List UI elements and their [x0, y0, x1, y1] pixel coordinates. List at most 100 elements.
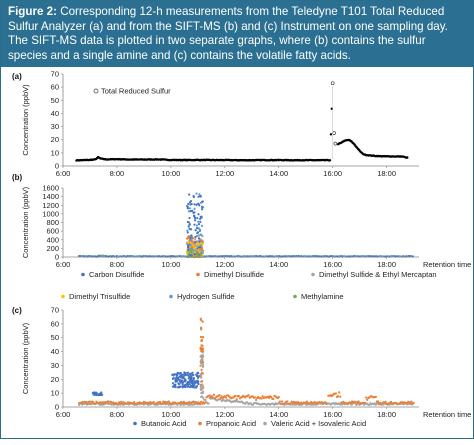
propanoic-acid-point [354, 400, 357, 404]
carbon-disulfide-point [199, 215, 202, 218]
propanoic-acid-point [272, 397, 275, 400]
y-tick-label: 0 [55, 162, 59, 171]
carbon-disulfide-point [194, 241, 197, 244]
carbon-disulfide-point [188, 193, 191, 196]
butanoic-acid-point [185, 382, 189, 385]
y-tick-label: 20 [51, 375, 59, 384]
propanoic-acid-point [336, 395, 340, 398]
y-tick-label: 60 [51, 83, 59, 92]
valeric-isovaleric-acid-point [201, 351, 204, 354]
propanoic-acid-point [235, 398, 238, 401]
butanoic-acid-point [177, 382, 180, 385]
butanoic-acid-point [187, 377, 190, 380]
propanoic-acid-point [199, 364, 202, 367]
butanoic-acid-point [177, 386, 180, 389]
hydrogen-sulfide-point [193, 207, 196, 211]
carbon-disulfide-point [199, 195, 202, 198]
x-tick-label: 6:00 [56, 169, 71, 178]
carbon-disulfide-point [196, 231, 200, 234]
propanoic-acid-point [198, 402, 202, 405]
butanoic-acid-point [189, 372, 192, 376]
propanoic-acid-point [338, 391, 341, 394]
carbon-disulfide-point [197, 195, 200, 198]
legend-marker [263, 421, 267, 426]
methylamine-point [200, 252, 203, 255]
legend-label: Dimethyl Disulfide [204, 270, 264, 279]
carbon-disulfide-point [188, 223, 191, 226]
y-tick-label: 1200 [42, 201, 59, 210]
legend-marker [293, 294, 297, 299]
carbon-disulfide-point [199, 220, 202, 224]
carbon-disulfide-point [193, 203, 196, 206]
carbon-disulfide-point [198, 240, 201, 243]
dimethyl-disulfide-point [192, 237, 195, 240]
propanoic-acid-point [310, 401, 313, 404]
charts-svg: Total Reduced Sulfur 0 10 20 30 40 50 60 70 6:00 8… [12, 70, 471, 429]
valeric-isovaleric-acid-point [199, 374, 203, 377]
propanoic-acid-point [277, 396, 280, 399]
y-tick-label: 1600 [42, 184, 59, 193]
legend-marker [81, 272, 85, 277]
propanoic-acid-point [200, 368, 203, 372]
trs-point [406, 156, 409, 159]
carbon-disulfide-point [186, 207, 189, 210]
butanoic-acid-point [180, 373, 183, 377]
propanoic-acid-point [410, 400, 413, 403]
propanoic-acid-point [220, 395, 223, 398]
carbon-disulfide-point [186, 205, 189, 208]
y-tick-label: 70 [51, 70, 59, 79]
carbon-disulfide-point [186, 245, 190, 248]
propanoic-acid-point [253, 396, 257, 399]
propanoic-acid-point [107, 400, 110, 403]
hydrogen-sulfide-point [199, 201, 203, 204]
propanoic-acid-point [221, 397, 224, 400]
valeric-isovaleric-acid-point [200, 359, 203, 362]
dimethyl-trisulfide-point [201, 242, 204, 245]
butanoic-acid-point [180, 381, 184, 384]
propanoic-acid-point [365, 396, 368, 399]
butanoic-acid-point [192, 374, 195, 377]
x-tick-label: 16:00 [323, 169, 342, 178]
valeric-isovaleric-acid-point [199, 361, 202, 364]
propanoic-acid-point [201, 380, 204, 383]
carbon-disulfide-point [193, 253, 197, 256]
y-tick-label: 1000 [42, 209, 59, 218]
hydrogen-sulfide-point [198, 228, 202, 231]
butanoic-acid-point [172, 377, 175, 380]
dimethyl-sulfide-ethyl-mercaptan-point [194, 244, 197, 247]
dimethyl-sulfide-ethyl-mercaptan-point [198, 249, 202, 252]
propanoic-acid-point [120, 400, 123, 403]
propanoic-acid-point [270, 396, 273, 399]
trs-point [330, 81, 335, 86]
butanoic-acid-point [178, 375, 181, 378]
dimethyl-sulfide-ethyl-mercaptan-point [201, 250, 204, 253]
valeric-isovaleric-acid-point [244, 402, 247, 405]
y-tick-label: 600 [46, 227, 59, 236]
hydrogen-sulfide-point [187, 210, 190, 213]
propanoic-acid-point [199, 347, 203, 350]
figure-caption: Figure 2: Corresponding 12-h measurement… [1, 1, 474, 67]
propanoic-acid-point [212, 393, 216, 396]
butanoic-acid-point [175, 378, 179, 382]
carbon-disulfide-point [188, 216, 191, 220]
x-tick-label: 18:00 [377, 410, 396, 419]
propanoic-acid-point [339, 395, 342, 398]
x-tick-label: 8:00 [110, 260, 125, 269]
data-points-layer [75, 81, 415, 406]
dimethyl-disulfide-point [187, 235, 190, 239]
hydrogen-sulfide-point [200, 233, 203, 237]
valeric-isovaleric-acid-point [202, 396, 205, 400]
butanoic-acid-point [192, 377, 196, 380]
propanoic-acid-point [199, 317, 202, 320]
propanoic-acid-point [200, 339, 203, 342]
carbon-disulfide-point [193, 211, 196, 214]
legend-label: Dimethyl Sulfide & Ethyl Mercaptan [319, 270, 437, 279]
legend-label: Methylamine [301, 292, 344, 301]
dimethyl-sulfide-ethyl-mercaptan-point [197, 234, 201, 237]
valeric-isovaleric-acid-point [201, 357, 204, 360]
dimethyl-trisulfide-point [192, 246, 196, 249]
x-tick-label: 12:00 [215, 260, 234, 269]
dimethyl-disulfide-point [200, 246, 204, 249]
propanoic-acid-point [334, 392, 338, 395]
carbon-disulfide-point [190, 202, 193, 206]
